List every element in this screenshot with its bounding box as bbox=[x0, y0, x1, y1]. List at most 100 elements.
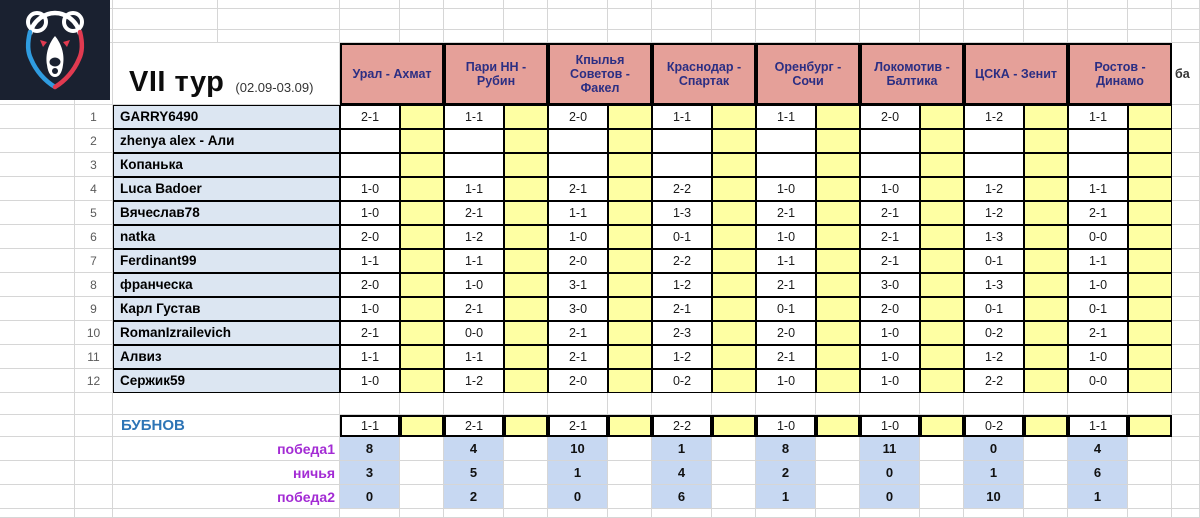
summary-count-cell[interactable]: 8 bbox=[340, 437, 400, 461]
points-cell[interactable] bbox=[504, 105, 548, 129]
prediction-cell[interactable]: 1-0 bbox=[1068, 273, 1128, 297]
prediction-cell[interactable]: 1-2 bbox=[652, 345, 712, 369]
player-name-cell[interactable]: Сержик59 bbox=[113, 369, 340, 393]
prediction-cell[interactable]: 2-0 bbox=[860, 297, 920, 321]
points-cell[interactable] bbox=[504, 153, 548, 177]
points-cell[interactable] bbox=[712, 129, 756, 153]
points-cell[interactable] bbox=[920, 273, 964, 297]
points-cell[interactable] bbox=[712, 201, 756, 225]
prediction-cell[interactable]: 2-0 bbox=[756, 321, 816, 345]
summary-count-cell[interactable]: 2 bbox=[444, 485, 504, 509]
points-cell[interactable] bbox=[608, 129, 652, 153]
prediction-cell[interactable] bbox=[444, 153, 504, 177]
row-number[interactable]: 7 bbox=[75, 249, 113, 273]
summary-count-cell[interactable]: 3 bbox=[340, 461, 400, 485]
points-cell[interactable] bbox=[1128, 345, 1172, 369]
row-number[interactable]: 3 bbox=[75, 153, 113, 177]
prediction-cell[interactable]: 2-3 bbox=[652, 321, 712, 345]
summary-label-cell[interactable]: ничья bbox=[113, 461, 340, 485]
prediction-cell[interactable]: 2-0 bbox=[548, 249, 608, 273]
prediction-cell[interactable]: 1-1 bbox=[1068, 177, 1128, 201]
prediction-cell[interactable]: 2-1 bbox=[548, 345, 608, 369]
points-cell[interactable] bbox=[920, 105, 964, 129]
prediction-cell[interactable]: 2-1 bbox=[548, 321, 608, 345]
points-cell[interactable] bbox=[1128, 153, 1172, 177]
points-cell[interactable] bbox=[816, 345, 860, 369]
points-cell[interactable] bbox=[712, 153, 756, 177]
prediction-cell[interactable]: 1-0 bbox=[756, 177, 816, 201]
prediction-cell[interactable]: 2-0 bbox=[340, 225, 400, 249]
summary-count-cell[interactable]: 10 bbox=[964, 485, 1024, 509]
points-cell[interactable] bbox=[920, 321, 964, 345]
summary-count-cell[interactable]: 0 bbox=[964, 437, 1024, 461]
points-cell[interactable] bbox=[400, 129, 444, 153]
prediction-cell[interactable] bbox=[860, 153, 920, 177]
row-number[interactable]: 5 bbox=[75, 201, 113, 225]
summary-count-cell[interactable]: 1 bbox=[756, 485, 816, 509]
prediction-cell[interactable]: 1-3 bbox=[652, 201, 712, 225]
row-number[interactable]: 6 bbox=[75, 225, 113, 249]
prediction-cell[interactable]: 0-0 bbox=[444, 321, 504, 345]
player-name-cell[interactable]: Luca Badoer bbox=[113, 177, 340, 201]
prediction-cell[interactable]: 3-0 bbox=[860, 273, 920, 297]
prediction-cell[interactable]: 1-1 bbox=[340, 345, 400, 369]
prediction-cell[interactable] bbox=[340, 129, 400, 153]
points-cell[interactable] bbox=[712, 369, 756, 393]
prediction-cell[interactable]: 2-1 bbox=[444, 297, 504, 321]
points-cell[interactable] bbox=[1024, 249, 1068, 273]
points-cell[interactable] bbox=[1024, 129, 1068, 153]
prediction-cell[interactable]: 1-0 bbox=[340, 297, 400, 321]
points-cell[interactable] bbox=[1128, 369, 1172, 393]
match-header[interactable]: Оренбург - Сочи bbox=[756, 43, 860, 105]
bubnov-points-cell[interactable] bbox=[712, 415, 756, 437]
points-cell[interactable] bbox=[504, 297, 548, 321]
prediction-cell[interactable]: 1-0 bbox=[548, 225, 608, 249]
points-cell[interactable] bbox=[1024, 225, 1068, 249]
match-header[interactable]: Урал - Ахмат bbox=[340, 43, 444, 105]
points-cell[interactable] bbox=[816, 177, 860, 201]
points-cell[interactable] bbox=[816, 297, 860, 321]
bubnov-points-cell[interactable] bbox=[816, 415, 860, 437]
points-cell[interactable] bbox=[1024, 273, 1068, 297]
points-cell[interactable] bbox=[816, 153, 860, 177]
points-cell[interactable] bbox=[712, 225, 756, 249]
prediction-cell[interactable]: 1-0 bbox=[444, 273, 504, 297]
prediction-cell[interactable] bbox=[964, 153, 1024, 177]
prediction-cell[interactable]: 2-0 bbox=[860, 105, 920, 129]
summary-count-cell[interactable]: 1 bbox=[1068, 485, 1128, 509]
summary-count-cell[interactable]: 1 bbox=[548, 461, 608, 485]
prediction-cell[interactable] bbox=[652, 153, 712, 177]
prediction-cell[interactable]: 2-1 bbox=[652, 297, 712, 321]
prediction-cell[interactable]: 0-1 bbox=[1068, 297, 1128, 321]
points-cell[interactable] bbox=[608, 273, 652, 297]
prediction-cell[interactable]: 1-0 bbox=[1068, 345, 1128, 369]
prediction-cell[interactable] bbox=[756, 153, 816, 177]
bubnov-prediction-cell[interactable]: 2-1 bbox=[548, 415, 608, 437]
points-cell[interactable] bbox=[1128, 177, 1172, 201]
summary-count-cell[interactable]: 10 bbox=[548, 437, 608, 461]
points-cell[interactable] bbox=[400, 153, 444, 177]
summary-count-cell[interactable]: 0 bbox=[860, 485, 920, 509]
points-cell[interactable] bbox=[400, 201, 444, 225]
summary-count-cell[interactable]: 8 bbox=[756, 437, 816, 461]
prediction-cell[interactable]: 1-2 bbox=[964, 105, 1024, 129]
bubnov-points-cell[interactable] bbox=[400, 415, 444, 437]
prediction-cell[interactable]: 1-0 bbox=[340, 369, 400, 393]
row-number[interactable]: 1 bbox=[75, 105, 113, 129]
prediction-cell[interactable]: 1-3 bbox=[964, 225, 1024, 249]
bubnov-prediction-cell[interactable]: 2-1 bbox=[444, 415, 504, 437]
points-cell[interactable] bbox=[608, 177, 652, 201]
prediction-cell[interactable]: 1-1 bbox=[1068, 249, 1128, 273]
prediction-cell[interactable] bbox=[756, 129, 816, 153]
prediction-cell[interactable]: 1-2 bbox=[444, 225, 504, 249]
prediction-cell[interactable]: 1-1 bbox=[548, 201, 608, 225]
summary-label-cell[interactable]: победа2 bbox=[113, 485, 340, 509]
bubnov-prediction-cell[interactable]: 0-2 bbox=[964, 415, 1024, 437]
player-name-cell[interactable]: Алвиз bbox=[113, 345, 340, 369]
bubnov-points-cell[interactable] bbox=[1128, 415, 1172, 437]
prediction-cell[interactable]: 1-0 bbox=[340, 201, 400, 225]
row-number[interactable]: 10 bbox=[75, 321, 113, 345]
points-cell[interactable] bbox=[1128, 249, 1172, 273]
player-name-cell[interactable]: Ferdinant99 bbox=[113, 249, 340, 273]
bubnov-points-cell[interactable] bbox=[608, 415, 652, 437]
